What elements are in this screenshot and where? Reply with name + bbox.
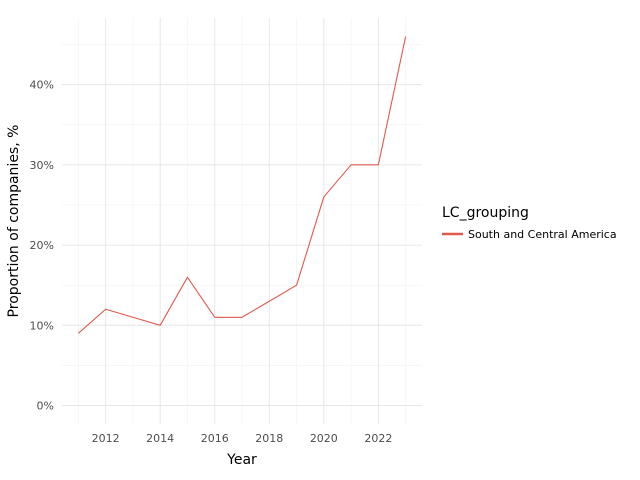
major-gridlines xyxy=(62,18,422,424)
y-axis-ticks: 0% 10% 20% 30% 40% xyxy=(30,79,54,413)
legend-title: LC_grouping xyxy=(442,205,529,221)
x-tick-label: 2012 xyxy=(92,432,120,445)
legend: LC_grouping South and Central America xyxy=(442,205,617,241)
series-layer xyxy=(77,36,407,334)
y-tick-label: 40% xyxy=(30,79,54,92)
x-tick-label: 2018 xyxy=(255,432,283,445)
y-tick-label: 20% xyxy=(30,239,54,252)
y-axis-title: Proportion of companies, % xyxy=(6,125,22,318)
x-tick-label: 2016 xyxy=(201,432,229,445)
legend-label: South and Central America xyxy=(468,228,617,241)
y-tick-label: 0% xyxy=(37,400,54,413)
x-axis-title: Year xyxy=(226,452,257,468)
x-tick-label: 2014 xyxy=(146,432,174,445)
x-tick-label: 2022 xyxy=(364,432,392,445)
y-tick-label: 30% xyxy=(30,159,54,172)
x-tick-label: 2020 xyxy=(310,432,338,445)
y-tick-label: 10% xyxy=(30,319,54,332)
x-axis-ticks: 2012 2014 2016 2018 2020 2022 xyxy=(92,432,393,445)
minor-gridlines xyxy=(62,18,422,424)
series-line xyxy=(77,36,407,334)
legend-entries: South and Central America xyxy=(442,228,617,241)
